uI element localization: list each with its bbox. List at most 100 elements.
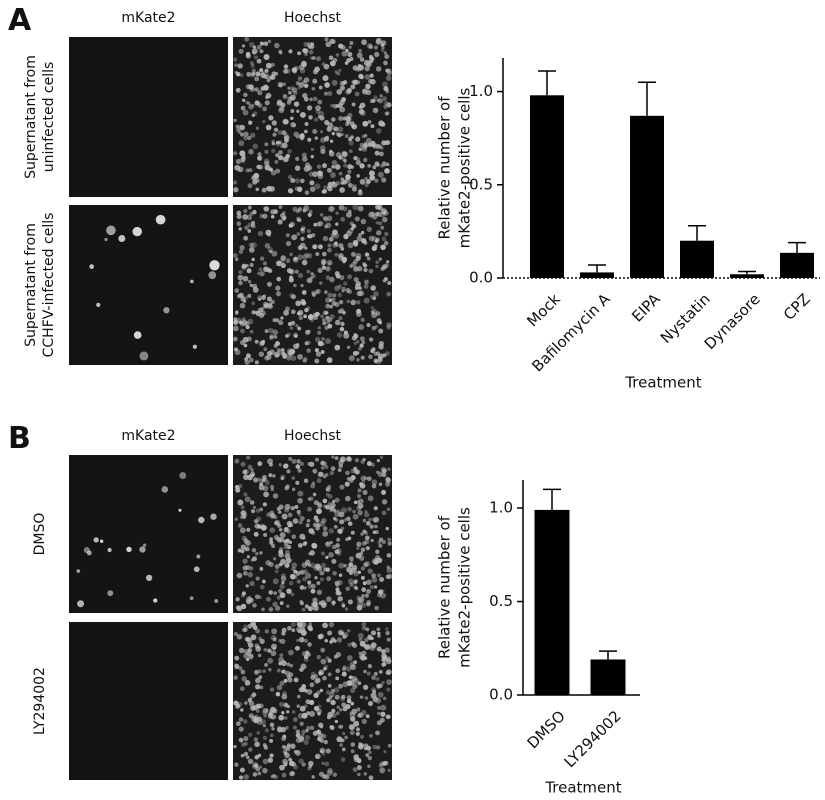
nucleus xyxy=(312,730,318,736)
nucleus xyxy=(358,286,362,290)
nucleus xyxy=(386,291,391,297)
nucleus xyxy=(268,607,274,612)
nucleus xyxy=(276,276,282,282)
nucleus xyxy=(345,288,351,293)
nucleus xyxy=(361,134,366,139)
nucleus xyxy=(291,710,296,714)
nucleus xyxy=(350,135,354,140)
nucleus xyxy=(384,54,390,60)
nucleus xyxy=(368,170,375,177)
nucleus xyxy=(323,666,327,671)
nucleus xyxy=(380,48,385,53)
nucleus xyxy=(319,737,325,743)
nucleus xyxy=(331,182,338,188)
nucleus xyxy=(315,351,322,357)
nucleus xyxy=(357,510,363,516)
nucleus xyxy=(298,64,305,71)
nucleus xyxy=(323,567,328,572)
nucleus xyxy=(243,624,249,630)
nucleus xyxy=(329,60,336,67)
nucleus xyxy=(310,562,316,569)
nucleus xyxy=(304,341,309,346)
nucleus xyxy=(306,689,313,695)
nucleus xyxy=(300,178,305,184)
nucleus xyxy=(368,235,375,242)
nucleus xyxy=(330,172,336,178)
nucleus xyxy=(296,232,301,236)
nucleus xyxy=(278,463,282,467)
nucleus xyxy=(337,103,343,109)
nucleus xyxy=(382,696,387,701)
nucleus xyxy=(325,492,330,497)
nucleus xyxy=(255,310,260,315)
nucleus xyxy=(265,92,272,99)
nucleus xyxy=(238,280,243,286)
fluorescent-cell xyxy=(104,237,108,242)
bar xyxy=(630,115,664,279)
nucleus xyxy=(376,705,382,710)
nucleus xyxy=(235,71,241,77)
nucleus xyxy=(258,351,265,357)
nucleus xyxy=(267,268,273,274)
nucleus xyxy=(311,542,317,549)
nucleus xyxy=(279,532,286,539)
nucleus xyxy=(331,79,338,86)
nucleus xyxy=(353,585,358,590)
nucleus xyxy=(330,688,336,693)
nucleus xyxy=(314,358,320,364)
nucleus xyxy=(262,502,267,507)
nucleus xyxy=(322,733,327,739)
nucleus xyxy=(289,221,295,227)
nucleus xyxy=(257,102,262,107)
nucleus xyxy=(352,642,358,649)
nucleus xyxy=(315,288,321,294)
nucleus xyxy=(248,566,254,571)
nucleus xyxy=(309,710,316,717)
nucleus xyxy=(301,300,307,306)
nucleus xyxy=(375,39,382,46)
nucleus xyxy=(337,468,342,473)
nucleus xyxy=(361,718,367,725)
nucleus xyxy=(381,539,387,545)
nucleus xyxy=(368,636,372,641)
nucleus xyxy=(384,111,389,116)
nucleus xyxy=(247,101,251,105)
nucleus xyxy=(290,506,295,511)
nucleus xyxy=(278,140,282,144)
nucleus xyxy=(239,150,246,157)
nucleus xyxy=(367,664,372,669)
nucleus xyxy=(356,546,360,550)
nucleus xyxy=(249,580,255,587)
x-tick-label: DMSO xyxy=(524,707,569,752)
nucleus xyxy=(322,189,327,194)
nucleus xyxy=(254,669,259,675)
nucleus xyxy=(234,704,240,710)
nucleus xyxy=(317,471,324,478)
nucleus xyxy=(297,354,303,360)
nucleus xyxy=(312,601,319,608)
nucleus xyxy=(353,468,358,474)
nucleus xyxy=(324,761,330,767)
nucleus xyxy=(294,645,300,651)
nucleus xyxy=(338,116,344,122)
nucleus xyxy=(347,182,353,188)
nucleus xyxy=(283,544,289,550)
nucleus xyxy=(245,325,250,330)
nucleus xyxy=(262,669,266,673)
nucleus xyxy=(246,71,252,77)
y-axis-label: Relative number of xyxy=(436,96,454,240)
nucleus xyxy=(257,155,263,162)
nucleus xyxy=(358,324,365,330)
nucleus xyxy=(336,345,340,349)
nucleus xyxy=(327,672,332,677)
nucleus xyxy=(333,525,338,529)
nucleus xyxy=(304,307,309,313)
nucleus xyxy=(370,78,376,85)
nucleus xyxy=(334,241,338,246)
nucleus xyxy=(330,103,334,108)
nucleus xyxy=(318,722,324,728)
nucleus xyxy=(278,638,282,643)
nucleus xyxy=(349,221,354,226)
nucleus xyxy=(246,555,251,559)
nucleus xyxy=(250,509,256,514)
